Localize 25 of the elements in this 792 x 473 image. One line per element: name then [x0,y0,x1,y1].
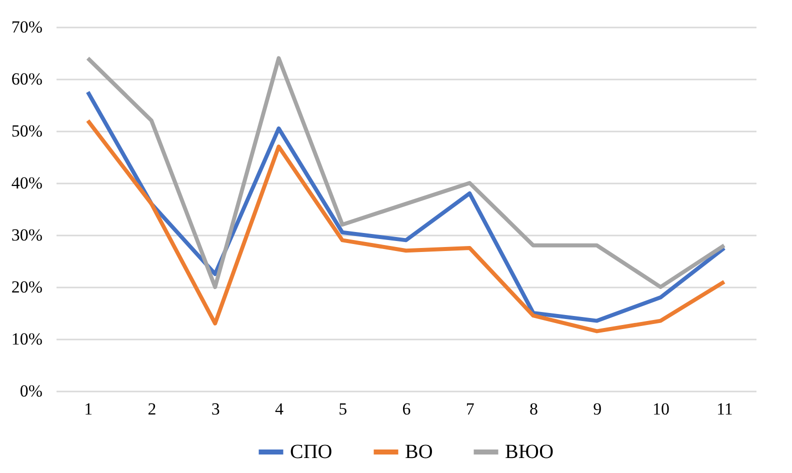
x-tick-label: 11 [716,400,733,418]
y-tick-label: 40% [11,174,42,192]
y-tick-label: 60% [11,70,42,88]
x-tick-label: 6 [402,400,411,418]
x-tick-label: 7 [466,400,475,418]
x-tick-label: 9 [593,400,602,418]
y-tick-label: 20% [11,278,42,296]
line-series [86,118,726,334]
x-tick-label: 4 [274,400,284,418]
x-tick-label: 2 [148,400,156,418]
y-tick-label: 10% [11,330,42,348]
x-tick-label: 10 [652,400,670,418]
line-series [86,56,726,289]
legend-label: СПО [290,441,332,463]
line-series [86,90,726,323]
y-tick-label: 30% [11,226,42,244]
x-tick-label: 8 [530,400,538,418]
y-tick-label: 50% [11,122,42,140]
legend-label: ВЮО [505,441,554,463]
x-tick-label: 3 [211,400,220,418]
y-tick-label: 70% [11,18,42,36]
x-tick-label: 5 [338,400,348,418]
y-tick-label: 0% [20,382,42,400]
legend-label: ВО [405,441,433,463]
x-tick-label: 1 [84,400,93,418]
